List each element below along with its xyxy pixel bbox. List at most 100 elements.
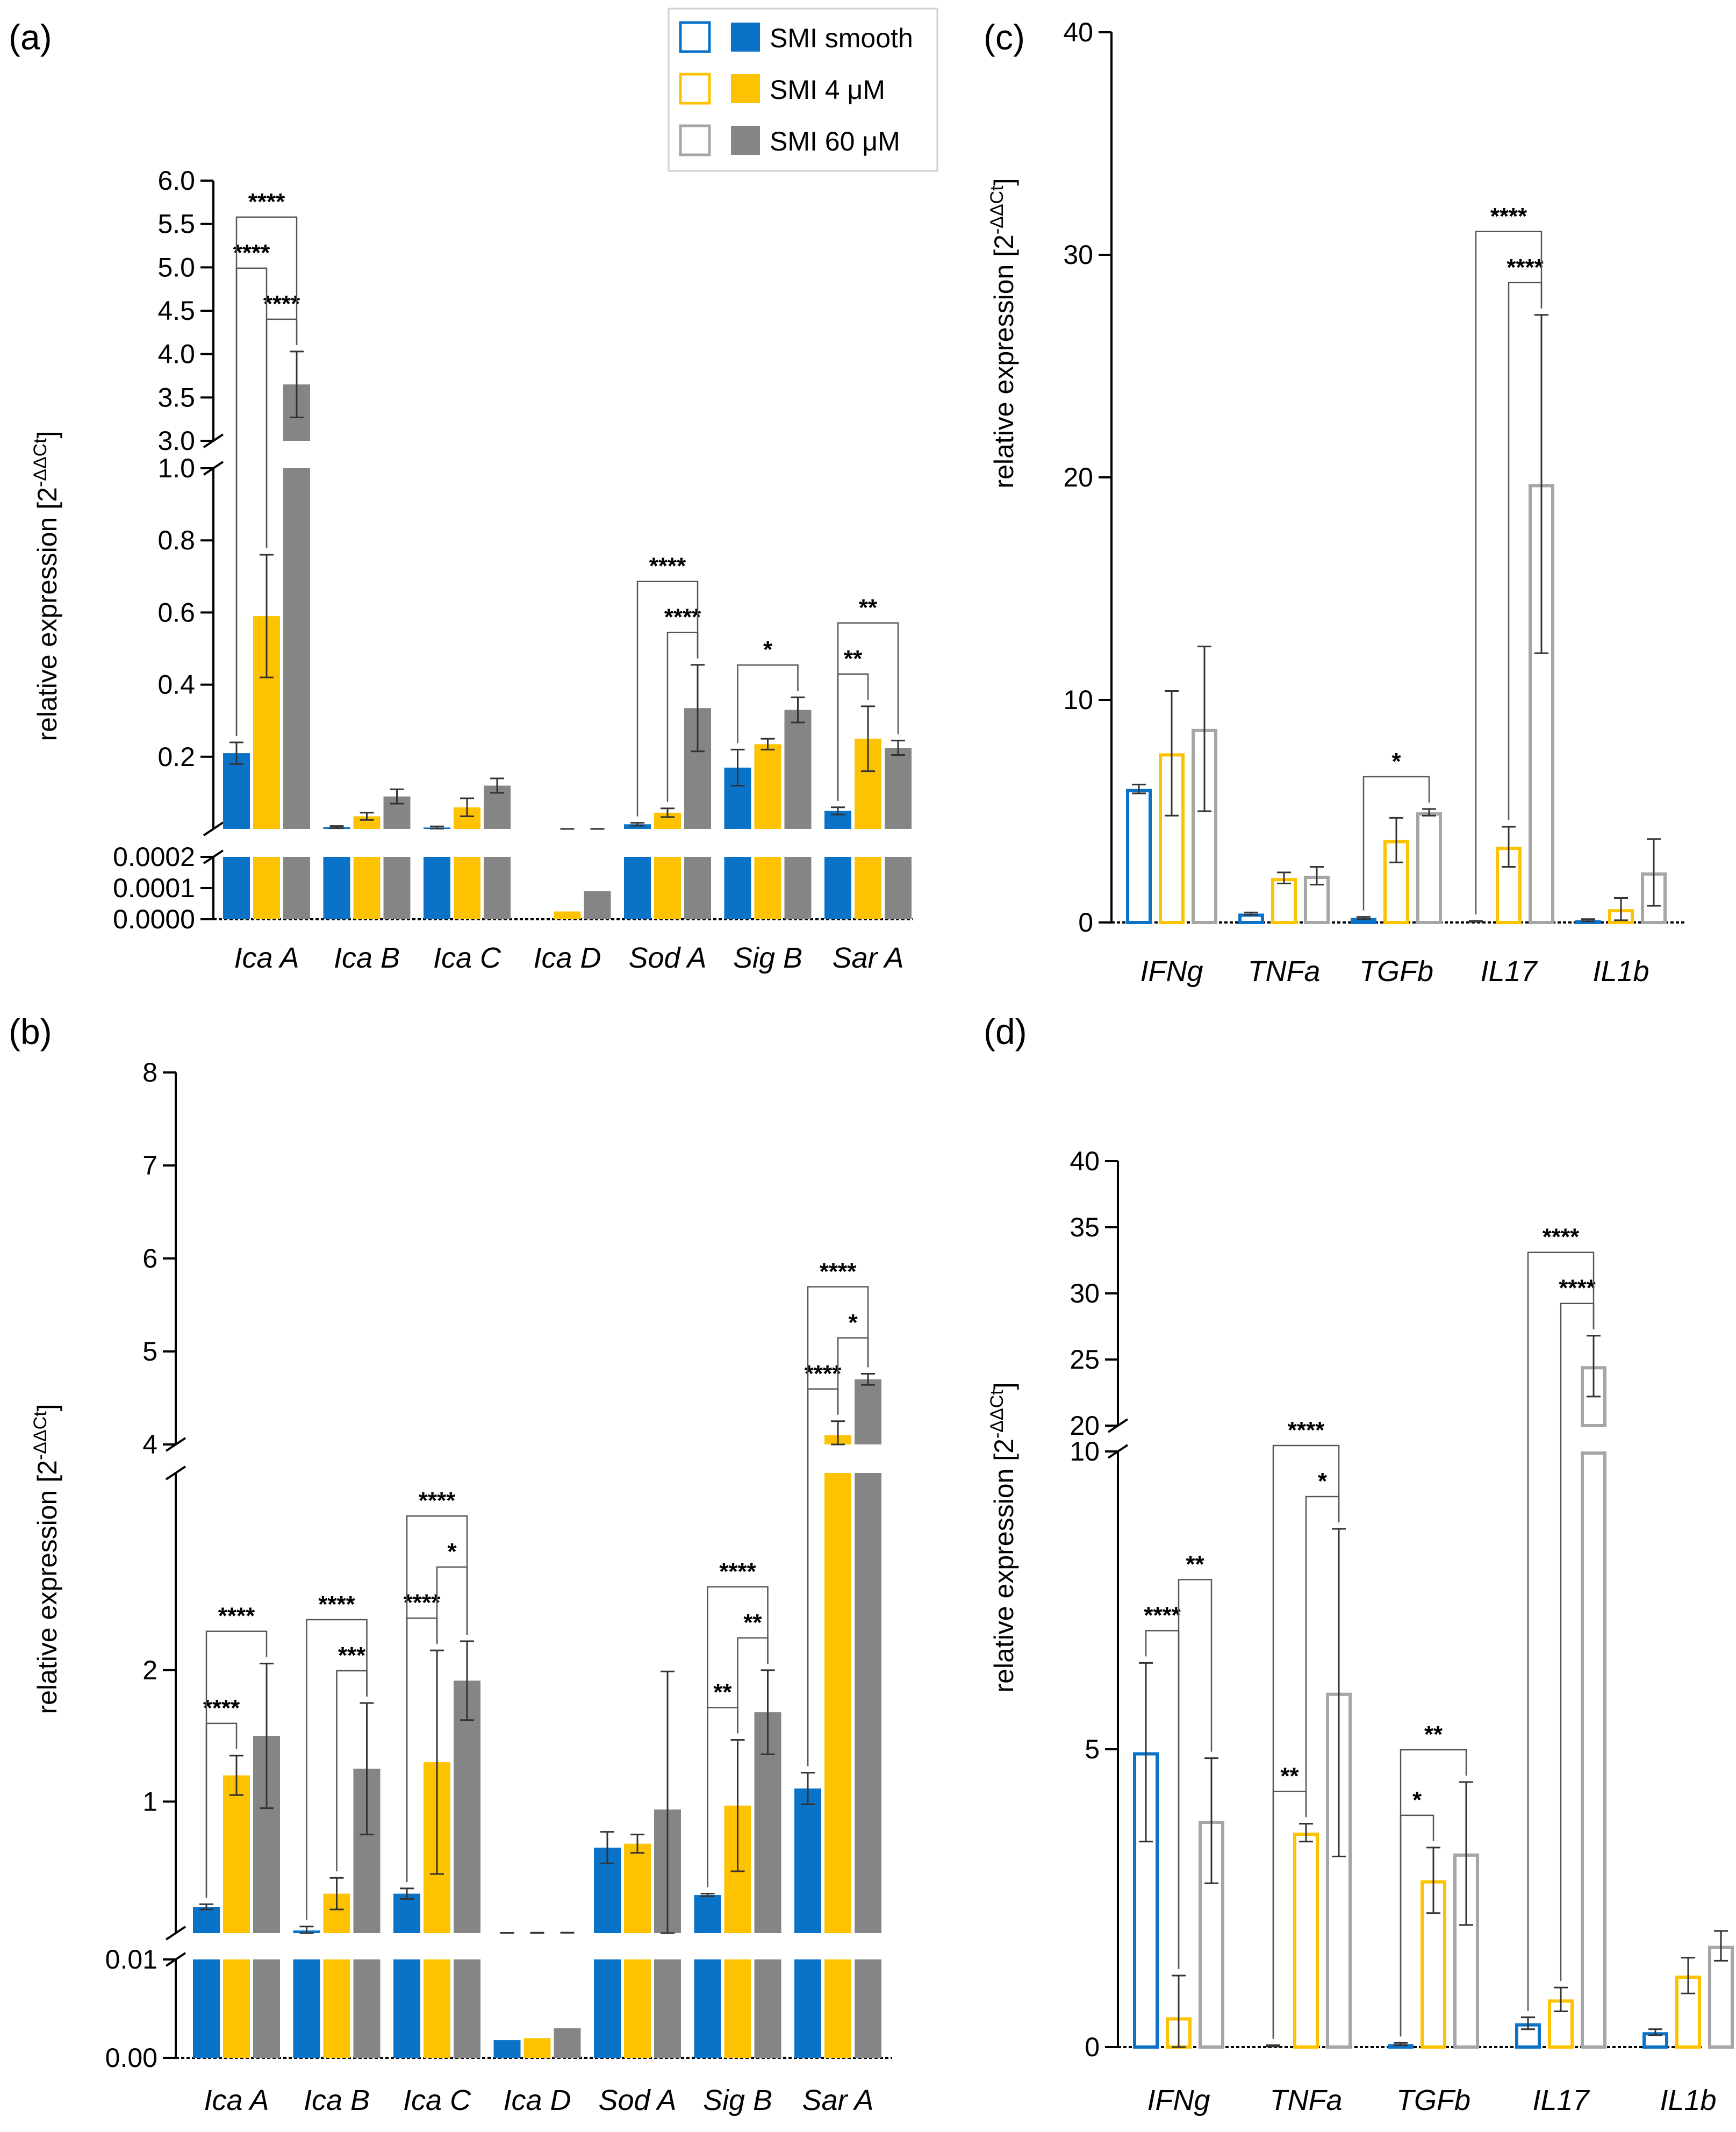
y-tick-label: 0.01 bbox=[105, 1944, 157, 1974]
y-axis-label-superscript: -ΔΔCt bbox=[30, 438, 51, 487]
significance-bracket bbox=[1508, 282, 1543, 820]
panel-c: 0 10 20 30 40 relative expression [2-ΔΔCt] IFN… bbox=[987, 17, 1687, 988]
significance-bracket bbox=[1362, 776, 1430, 911]
y-tick-label: 3.0 bbox=[157, 426, 195, 456]
bar bbox=[424, 1959, 450, 2058]
significance-bracket bbox=[636, 581, 699, 817]
category-label: Ica D bbox=[503, 2084, 571, 2116]
significance-label: ** bbox=[1280, 1763, 1299, 1790]
bar bbox=[353, 857, 381, 919]
significance-label: **** bbox=[1144, 1602, 1181, 1628]
significance-label: **** bbox=[1288, 1417, 1325, 1443]
category-label: Sar A bbox=[832, 942, 903, 974]
bar bbox=[824, 857, 851, 919]
significance-label: **** bbox=[649, 553, 686, 579]
bar bbox=[1351, 918, 1376, 924]
significance-bracket bbox=[707, 1586, 769, 1887]
significance-bracket bbox=[1527, 1251, 1595, 2011]
bar bbox=[283, 857, 310, 919]
y-axis-label: relative expression [2-ΔΔCt] bbox=[987, 178, 1019, 488]
bar bbox=[624, 1959, 651, 2058]
significance-label: **** bbox=[233, 240, 270, 266]
legend-swatch-outline bbox=[679, 73, 711, 105]
bar bbox=[754, 744, 781, 829]
y-tick-label: 0.6 bbox=[157, 597, 195, 627]
significance-label: **** bbox=[419, 1487, 456, 1514]
significance-label: ** bbox=[844, 646, 863, 672]
category-label: TGFb bbox=[1396, 2084, 1470, 2116]
category-label: IL17 bbox=[1532, 2084, 1590, 2116]
legend-swatch-filled bbox=[731, 23, 760, 52]
panel-label-a: (a) bbox=[9, 17, 52, 57]
bar bbox=[1126, 789, 1152, 924]
y-axis-label-end: ] bbox=[32, 1404, 62, 1411]
bar bbox=[724, 1959, 751, 2058]
category-label: Ica D bbox=[533, 942, 601, 974]
y-tick-label: 30 bbox=[1063, 240, 1093, 270]
bar bbox=[454, 1680, 480, 1933]
y-tick-label: 10 bbox=[1070, 1436, 1100, 1466]
y-tick-label: 5 bbox=[142, 1336, 157, 1367]
panel-label-d: (d) bbox=[984, 1012, 1027, 1051]
significance-bracket bbox=[1400, 1814, 1434, 2037]
category-label: Sod A bbox=[598, 2084, 676, 2116]
significance-label: **** bbox=[263, 291, 300, 317]
category-label: IL1b bbox=[1592, 955, 1649, 988]
legend-box bbox=[668, 8, 938, 172]
bar bbox=[383, 857, 411, 919]
significance-label: **** bbox=[805, 1361, 842, 1387]
y-tick-label: 10 bbox=[1063, 685, 1093, 715]
y-tick-label: 0.4 bbox=[157, 670, 195, 700]
bar bbox=[253, 857, 280, 919]
category-label: IFNg bbox=[1147, 2084, 1210, 2116]
bar bbox=[654, 1959, 681, 2058]
bar bbox=[253, 1959, 280, 2058]
y-axis-label-end: ] bbox=[989, 178, 1019, 185]
significance-label: * bbox=[763, 636, 773, 663]
bar bbox=[624, 857, 651, 919]
category-label: TGFb bbox=[1359, 955, 1433, 988]
bar bbox=[193, 1959, 220, 2058]
bar bbox=[323, 1959, 350, 2058]
bar bbox=[794, 1959, 821, 2058]
y-tick-label: 0.00 bbox=[105, 2043, 157, 2073]
bar bbox=[193, 1907, 220, 1933]
category-label: Sod A bbox=[628, 942, 706, 974]
y-axis-label: relative expression [2-ΔΔCt] bbox=[30, 1404, 62, 1714]
category-label: Sar A bbox=[802, 2084, 873, 2116]
category-label: IFNg bbox=[1140, 955, 1203, 988]
bar bbox=[223, 1959, 250, 2058]
y-axis-label-main: relative expression [2 bbox=[32, 1460, 62, 1714]
bar bbox=[1271, 878, 1297, 924]
panel-b: 0.00 0.01 1 2 4 5 6 7 8 relative expression [2-ΔΔ… bbox=[30, 1057, 892, 2116]
y-tick-label: 0.0001 bbox=[113, 873, 195, 903]
y-tick-label: 5 bbox=[1085, 1734, 1100, 1764]
bar bbox=[784, 857, 812, 919]
y-tick-label: 0 bbox=[1078, 907, 1093, 938]
bar bbox=[855, 1379, 881, 1444]
legend-swatch-outline bbox=[679, 124, 711, 156]
category-label: Ica C bbox=[403, 2084, 471, 2116]
bar bbox=[223, 1775, 250, 1933]
bar bbox=[353, 1959, 381, 2058]
significance-bracket bbox=[1272, 1791, 1307, 2039]
y-axis-label: relative expression [2-ΔΔCt] bbox=[30, 431, 62, 741]
significance-bracket bbox=[235, 216, 298, 736]
y-tick-label: 2 bbox=[142, 1655, 157, 1685]
significance-label: * bbox=[1412, 1787, 1422, 1813]
y-tick-label: 6.0 bbox=[157, 166, 195, 196]
bar bbox=[855, 1473, 881, 1933]
legend-swatch-outline bbox=[679, 21, 711, 53]
bar bbox=[624, 824, 651, 829]
significance-label: **** bbox=[1559, 1275, 1596, 1301]
significance-label: **** bbox=[203, 1695, 240, 1721]
bar bbox=[784, 710, 812, 829]
bar bbox=[824, 1959, 851, 2058]
significance-label: ** bbox=[743, 1609, 762, 1636]
bar bbox=[393, 1959, 420, 2058]
legend-label: SMI smooth bbox=[770, 23, 913, 53]
y-tick-label: 0.8 bbox=[157, 525, 195, 555]
y-tick-label: 30 bbox=[1070, 1278, 1100, 1308]
y-tick-label: 7 bbox=[142, 1150, 157, 1181]
